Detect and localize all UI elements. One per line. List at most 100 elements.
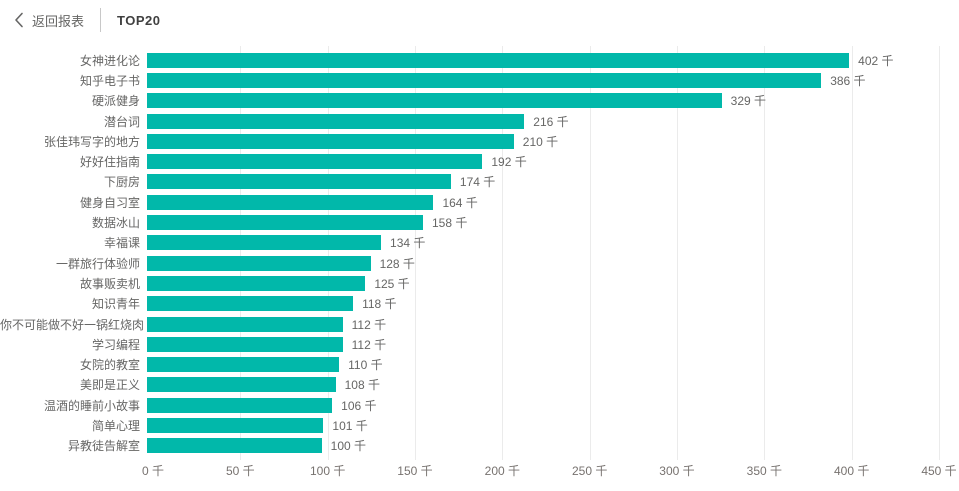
value-label: 112 千 [351, 337, 387, 352]
category-label: 异教徒告解室 [67, 439, 140, 454]
back-button[interactable]: 返回报表 [14, 11, 84, 30]
x-axis-tick-label: 400 千 [833, 463, 870, 478]
bar[interactable] [147, 235, 382, 251]
bar[interactable] [147, 357, 340, 373]
bar[interactable] [147, 336, 343, 352]
category-label: 一群旅行体验师 [55, 256, 140, 271]
category-label: 简单心理 [91, 418, 140, 433]
bar[interactable] [147, 154, 483, 170]
category-label: 张佳玮写字的地方 [43, 134, 140, 149]
bar-track: 118 千 [147, 296, 933, 312]
bar[interactable] [147, 275, 366, 291]
bar[interactable] [147, 113, 525, 129]
chart-bar-row: 好好住指南 192 千 [0, 151, 959, 171]
bar-track: 158 千 [147, 215, 933, 231]
bar-track: 216 千 [147, 113, 933, 129]
gridline [589, 46, 591, 460]
x-axis-tick-label: 200 千 [484, 463, 521, 478]
chart-bar-row: 幸福课 134 千 [0, 233, 959, 253]
bar[interactable] [147, 397, 333, 413]
chart-bar-row: 女院的教室 110 千 [0, 354, 959, 374]
category-label: 女神进化论 [79, 53, 140, 68]
bar-track: 112 千 [147, 316, 933, 332]
value-label: 192 千 [491, 155, 527, 170]
bar-track: 106 千 [147, 397, 933, 413]
bar[interactable] [147, 174, 451, 190]
bar[interactable] [147, 215, 423, 231]
header-divider [100, 8, 102, 32]
gridline [502, 46, 504, 460]
bar-track: 108 千 [147, 377, 933, 393]
category-label: 硬派健身 [91, 94, 140, 109]
category-label: 健身自习室 [79, 195, 140, 210]
chevron-left-icon [14, 12, 24, 28]
chart-bar-row: 美即是正义 108 千 [0, 375, 959, 395]
category-label: 女院的教室 [79, 358, 140, 373]
chart-bar-row: 健身自习室 164 千 [0, 192, 959, 212]
category-label: 好好住指南 [79, 155, 140, 170]
x-axis-tick-label: 100 千 [309, 463, 346, 478]
bar-track: 101 千 [147, 417, 933, 433]
bar[interactable] [147, 72, 822, 88]
category-label: 数据冰山 [91, 216, 140, 231]
chart-rows: 女神进化论 402 千知乎电子书 386 千硬派健身 329 千潜台词 216 千张佳玮… [0, 50, 959, 456]
tab-top20[interactable]: TOP20 [117, 12, 161, 28]
value-label: 174 千 [459, 175, 496, 190]
x-axis-tick-label: 450 千 [921, 463, 957, 478]
chart-bar-row: 张佳玮写字的地方 210 千 [0, 131, 959, 151]
chart-bar-row: 数据冰山 158 千 [0, 212, 959, 232]
category-label: 知乎电子书 [79, 73, 140, 88]
x-axis-tick-label: 50 千 [225, 463, 255, 478]
value-label: 386 千 [830, 73, 866, 88]
value-label: 100 千 [330, 439, 367, 454]
chart-bar-row: 异教徒告解室 100 千 [0, 436, 959, 456]
value-label: 101 千 [332, 418, 368, 433]
category-label: 幸福课 [103, 236, 140, 251]
chart-bar-row: 一群旅行体验师 128 千 [0, 253, 959, 273]
category-label: 美即是正义 [79, 378, 140, 393]
category-label: 温酒的睡前小故事 [43, 398, 140, 413]
value-label: 128 千 [379, 256, 415, 271]
bar[interactable] [147, 417, 324, 433]
category-label: 下厨房 [103, 175, 140, 190]
gridline [414, 46, 416, 460]
bar[interactable] [147, 377, 336, 393]
x-axis-tick-label: 150 千 [397, 463, 433, 478]
value-label: 164 千 [442, 195, 478, 210]
bar[interactable] [147, 194, 434, 210]
value-label: 134 千 [390, 236, 426, 251]
gridline [676, 46, 678, 460]
bar[interactable] [147, 316, 343, 332]
value-label: 108 千 [344, 378, 380, 393]
bar-track: 110 千 [147, 357, 933, 373]
bar-track: 125 千 [147, 275, 933, 291]
header: 返回报表 TOP20 [0, 0, 959, 40]
back-label: 返回报表 [32, 13, 85, 29]
value-label: 158 千 [431, 216, 468, 231]
bar-track: 210 千 [147, 133, 933, 149]
gridline [851, 46, 853, 460]
x-axis-tick-label: 250 千 [571, 463, 608, 478]
category-label: 潜台词 [103, 114, 140, 129]
value-label: 210 千 [522, 134, 559, 149]
bar[interactable] [147, 52, 850, 68]
value-label: 112 千 [351, 317, 387, 332]
chart-bar-row: 下厨房 174 千 [0, 172, 959, 192]
gridline [327, 46, 329, 460]
chart-bar-row: 知识青年 118 千 [0, 294, 959, 314]
bar[interactable] [147, 438, 322, 454]
bar-track: 386 千 [147, 72, 933, 88]
bar[interactable] [147, 296, 354, 312]
category-label: 故事贩卖机 [79, 276, 140, 291]
chart-bar-row: 潜台词 216 千 [0, 111, 959, 131]
bar[interactable] [147, 93, 722, 109]
chart-bar-row: 学习编程 112 千 [0, 334, 959, 354]
chart-bar-row: 硬派健身 329 千 [0, 91, 959, 111]
chart-bar-row: 你不可能做不好一锅红烧肉 112 千 [0, 314, 959, 334]
chart-gridlines [153, 46, 940, 460]
bar[interactable] [147, 133, 514, 149]
bar[interactable] [147, 255, 371, 271]
gridline [240, 46, 242, 460]
bar-track: 402 千 [147, 52, 933, 68]
x-axis-tick-label: 300 千 [659, 463, 695, 478]
